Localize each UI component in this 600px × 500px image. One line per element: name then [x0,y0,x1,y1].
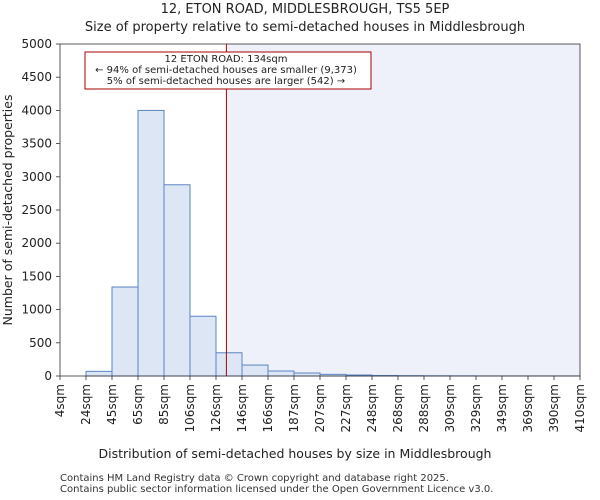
x-tick-label: 369sqm [521,384,535,432]
y-axis-ticks: 0 500 1000 1500 2000 2500 3000 3500 4000 4500 5000 [21,37,60,383]
y-axis-label: Number of semi-detached properties [0,95,15,326]
y-tick-label: 3000 [21,170,52,184]
x-tick-label: 268sqm [391,384,405,432]
x-tick-label: 288sqm [417,384,431,432]
x-tick-label: 349sqm [495,384,509,432]
bar-146sqm [241,364,269,377]
annotation-frame [84,51,372,90]
bar-126sqm [215,352,243,377]
bar-166sqm [267,370,295,377]
larger-region-highlight [226,44,580,376]
bar-24sqm [85,370,113,377]
annotation-line-1: 12 ETON ROAD: 134sqm [165,54,288,65]
y-tick-label: 1000 [21,303,52,317]
x-tick-label: 187sqm [287,384,301,432]
x-tick-label: 248sqm [365,384,379,432]
x-tick-label: 126sqm [209,384,223,432]
y-tick-label: 2500 [21,203,52,217]
x-axis-ticks: 4sqm 24sqm 45sqm 65sqm 85sqm 106sqm 126sqm 146s… [53,376,587,432]
y-tick-label: 1500 [21,269,52,283]
x-tick-label: 390sqm [547,384,561,432]
x-tick-label: 24sqm [79,384,93,425]
annotation-line-2: ← 94% of semi-detached houses are smalle… [95,65,357,76]
chart-title: 12, ETON ROAD, MIDDLESBROUGH, TS5 5EP [161,2,450,17]
x-tick-label: 65sqm [131,384,145,425]
y-tick-label: 4000 [21,103,52,117]
y-tick-label: 3500 [21,137,52,151]
bar-85sqm [163,184,191,377]
x-tick-label: 146sqm [235,384,249,432]
y-tick-label: 2000 [21,236,52,250]
bar-187sqm [293,372,321,377]
x-tick-label: 329sqm [469,384,483,432]
annotation-line-3: 5% of semi-detached houses are larger (5… [107,76,345,87]
annotation-box: 12 ETON ROAD: 134sqm ← 94% of semi-detac… [84,51,372,90]
x-tick-label: 410sqm [573,384,587,432]
x-tick-label: 227sqm [339,384,353,432]
y-tick-label: 0 [44,369,52,383]
y-tick-label: 5000 [21,37,52,51]
footer-licence: Contains public sector information licen… [60,484,494,495]
chart-subtitle: Size of property relative to semi-detach… [85,20,525,35]
x-tick-label: 166sqm [261,384,275,432]
y-tick-label: 4500 [21,70,52,84]
x-tick-label: 45sqm [105,384,119,425]
x-tick-label: 309sqm [443,384,457,432]
x-tick-label: 106sqm [183,384,197,432]
x-tick-label: 85sqm [157,384,171,425]
bar-65sqm [137,109,165,377]
bars-group [85,109,581,377]
bar-106sqm [189,315,217,377]
x-tick-label: 4sqm [53,384,67,417]
y-tick-label: 500 [29,336,52,350]
x-axis-label: Distribution of semi-detached houses by … [99,446,492,461]
x-tick-label: 207sqm [313,384,327,432]
histogram-chart: 12, ETON ROAD, MIDDLESBROUGH, TS5 5EP Si… [0,2,587,461]
footer-copyright: Contains HM Land Registry data © Crown c… [60,473,449,484]
bar-45sqm [111,286,139,377]
